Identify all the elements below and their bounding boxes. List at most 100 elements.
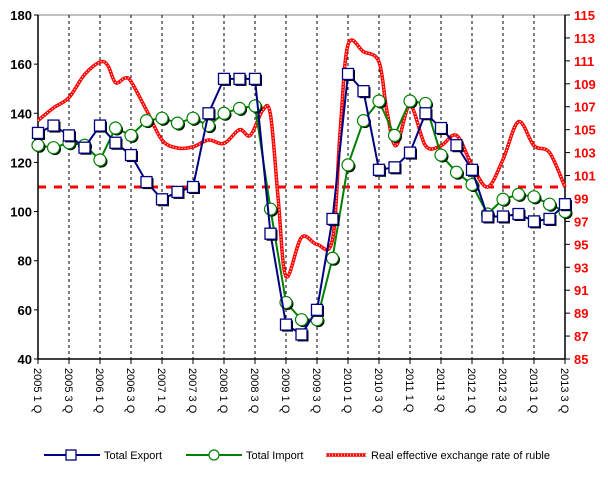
export-marker — [264, 227, 277, 240]
export-marker — [295, 328, 308, 341]
export-marker — [62, 129, 76, 142]
x-tick-label: 2008 1 Q — [217, 368, 229, 414]
y-left-tick-label: 160 — [10, 57, 32, 72]
export-marker — [124, 148, 138, 162]
export-marker — [527, 215, 541, 228]
legend: Total Export Total Import Real effective e… — [44, 449, 550, 462]
y-right-tick-label: 91 — [574, 283, 588, 298]
export-marker — [434, 121, 448, 135]
export-marker — [279, 318, 293, 331]
export-marker — [543, 212, 556, 226]
x-tick-label: 2012 1 Q — [465, 368, 477, 414]
x-tick-label: 2007 1 Q — [155, 368, 167, 414]
export-marker — [310, 303, 324, 317]
legend-export-label: Total Export — [104, 450, 162, 462]
import-marker — [139, 114, 154, 128]
x-tick-label: 2012 3 Q — [496, 368, 508, 414]
export-marker — [372, 163, 386, 176]
y-right-tick-label: 85 — [574, 352, 588, 367]
y-right-tick-label: 99 — [574, 191, 588, 206]
export-marker — [558, 198, 572, 211]
y-left-tick-label: 100 — [10, 205, 32, 220]
import-marker — [248, 99, 262, 113]
y-right-tick-label: 101 — [574, 169, 596, 184]
x-tick-label: 2005 3 Q — [62, 368, 74, 414]
x-tick-label: 2013 3 Q — [558, 368, 570, 414]
import-marker — [387, 128, 402, 142]
y-right-tick-label: 87 — [574, 329, 588, 344]
export-marker — [450, 139, 463, 152]
legend-export-marker — [65, 449, 77, 461]
export-marker — [419, 107, 432, 120]
x-tick-label: 2010 1 Q — [341, 368, 353, 414]
legend-reer-label: Real effective exchange rate of ruble — [371, 450, 550, 462]
y-right-tick-label: 109 — [574, 77, 596, 92]
import-marker — [294, 313, 309, 327]
y-right-tick-label: 107 — [574, 100, 596, 115]
x-tick-label: 2006 3 Q — [124, 368, 136, 414]
export-marker — [465, 163, 479, 176]
x-tick-label: 2011 3 Q — [434, 368, 446, 413]
export-marker — [512, 207, 525, 221]
import-marker — [449, 165, 464, 179]
export-marker — [403, 146, 417, 159]
import-marker — [263, 202, 278, 216]
legend-import-marker — [208, 449, 220, 461]
reer-line — [36, 38, 567, 279]
y-left-tick-label: 40 — [18, 352, 32, 367]
y-right-tick-label: 113 — [574, 31, 595, 46]
export-marker — [78, 141, 91, 154]
axes: 2005 1 Q 2005 3 Q 2006 1 Q 2006 3 Q 2007 1 Q… — [10, 8, 595, 414]
y-right-tick-label: 95 — [574, 237, 588, 252]
export-marker — [341, 67, 355, 81]
import-marker — [232, 101, 247, 115]
export-marker — [186, 180, 200, 194]
import-marker — [496, 192, 510, 206]
x-tick-label: 2007 3 Q — [186, 368, 198, 414]
export-marker — [326, 212, 339, 226]
export-marker — [171, 185, 184, 199]
import-marker — [93, 153, 107, 167]
y-right-tick-label: 97 — [574, 214, 588, 229]
import-marker — [155, 111, 169, 125]
x-tick-label: 2006 1 Q — [93, 368, 105, 414]
export-marker — [155, 193, 169, 206]
import-marker — [325, 251, 340, 265]
x-tick-label: 2009 3 Q — [310, 368, 322, 414]
x-tick-label: 2011 1 Q — [403, 368, 415, 413]
export-marker — [202, 107, 215, 120]
export-marker — [248, 72, 262, 86]
y-left-tick-label: 140 — [10, 106, 32, 121]
x-tick-label: 2013 1 Q — [527, 368, 539, 414]
y-left-tick-label: 80 — [18, 254, 32, 269]
y-right-tick-label: 105 — [574, 123, 596, 138]
x-tick-label: 2010 3 Q — [372, 368, 384, 414]
y-right-tick-label: 103 — [574, 146, 596, 161]
y-right-tick-label: 89 — [574, 306, 588, 321]
export-marker — [357, 85, 370, 98]
export-marker — [47, 119, 60, 132]
y-left-tick-label: 120 — [10, 155, 32, 170]
export-marker — [233, 72, 246, 86]
x-tick-label: 2009 1 Q — [279, 368, 291, 414]
import-marker — [511, 187, 526, 201]
import-marker — [186, 111, 200, 125]
import-marker — [31, 138, 45, 152]
import-marker — [403, 94, 417, 108]
export-marker — [217, 72, 231, 86]
import-marker — [434, 148, 448, 162]
series-layer — [31, 38, 573, 342]
export-marker — [109, 136, 122, 149]
import-marker — [372, 94, 386, 108]
y-right-tick-label: 111 — [574, 54, 594, 69]
export-marker — [388, 161, 401, 174]
export-line — [37, 71, 566, 336]
import-marker — [108, 121, 123, 135]
x-tick-label: 2008 3 Q — [248, 368, 260, 414]
y-right-tick-label: 115 — [574, 8, 595, 23]
export-marker — [496, 210, 510, 223]
export-marker — [481, 210, 494, 223]
import-marker — [527, 190, 541, 204]
export-marker — [140, 175, 153, 189]
